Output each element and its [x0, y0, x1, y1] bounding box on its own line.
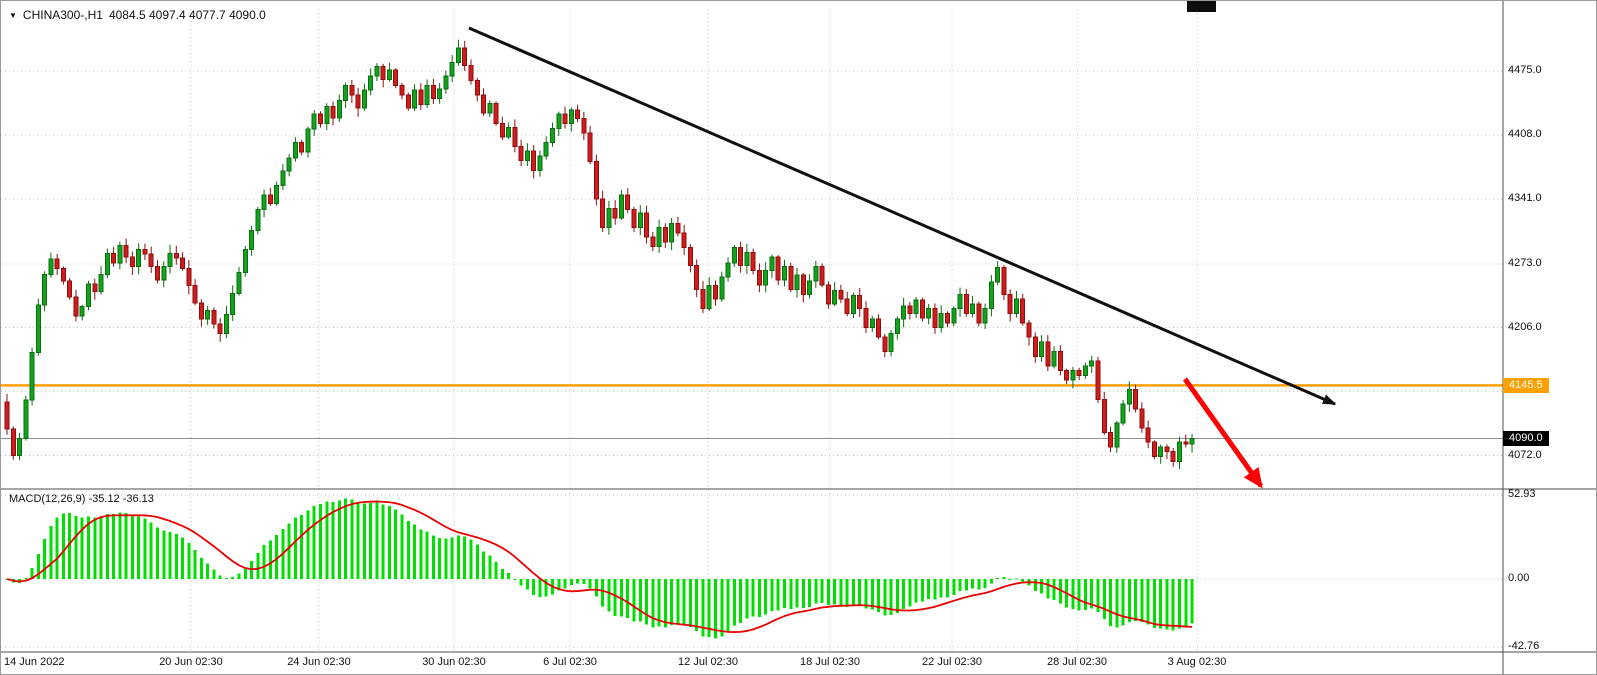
level-lines	[1, 384, 1503, 439]
time-axis-label: 30 Jun 02:30	[422, 656, 486, 668]
time-axis-label: 20 Jun 02:30	[159, 656, 223, 668]
chart-title-bar: ▼ CHINA300-,H1 4084.5 4097.4 4077.7 4090…	[9, 8, 266, 22]
time-axis-label: 6 Jul 02:30	[543, 656, 597, 668]
time-axis-label: 28 Jul 02:30	[1047, 656, 1107, 668]
macd-axis-label: 0.00	[1508, 571, 1530, 584]
time-axis-label: 3 Aug 02:30	[1167, 656, 1227, 668]
chart-symbol-title: CHINA300-,H1	[22, 8, 103, 22]
price-axis-label: 4341.0	[1508, 191, 1542, 204]
top-edge-black-marker	[1187, 1, 1216, 12]
time-axis-label: 12 Jul 02:30	[678, 656, 738, 668]
macd-axis-label: 52.93	[1508, 487, 1536, 500]
macd-axis-label: -42.76	[1508, 639, 1540, 652]
price-axis-label: 4072.0	[1508, 448, 1542, 461]
price-axis-label: 4206.0	[1508, 320, 1542, 333]
price-axis-label: 4408.0	[1508, 127, 1542, 140]
macd-indicator-label: MACD(12,26,9) -35.12 -36.13	[9, 493, 154, 505]
time-axis-label: 22 Jul 02:30	[922, 656, 982, 668]
candlesticks	[4, 39, 1195, 470]
macd-indicator-values: -35.12 -36.13	[88, 493, 154, 505]
macd-pane	[1, 494, 1503, 648]
red-breakdown-arrow[interactable]	[1182, 377, 1264, 489]
annotations[interactable]	[468, 26, 1337, 489]
current-price-badge: 4090.0	[1503, 431, 1549, 447]
downtrend-line[interactable]	[468, 26, 1337, 406]
price-axis-label: 4273.0	[1508, 256, 1542, 269]
time-axis-label: 14 Jun 2022	[4, 656, 65, 668]
price-axis-label: 4475.0	[1508, 64, 1542, 77]
chart-ohlc-values: 4084.5 4097.4 4077.7 4090.0	[108, 8, 266, 22]
time-axis-label: 24 Jun 02:30	[287, 656, 351, 668]
macd-indicator-name: MACD(12,26,9)	[9, 493, 86, 505]
hline-price-badge: 4145.5	[1503, 378, 1549, 394]
symbol-dropdown-icon[interactable]: ▼	[9, 10, 17, 20]
time-axis-label: 18 Jul 02:30	[800, 656, 860, 668]
